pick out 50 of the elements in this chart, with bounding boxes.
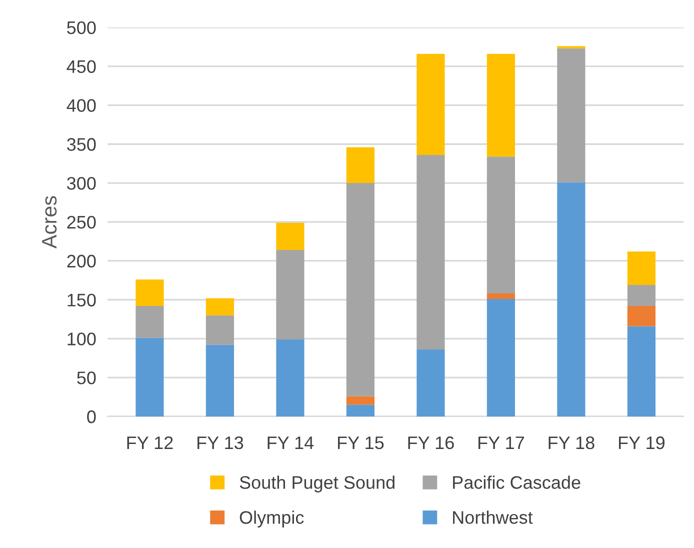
bar <box>206 298 234 316</box>
bar <box>346 404 375 416</box>
bar <box>346 147 375 184</box>
bar <box>557 48 586 182</box>
x-tick-label: FY 13 <box>198 436 244 450</box>
bar <box>486 298 515 416</box>
bar <box>627 284 656 306</box>
bar <box>136 338 164 416</box>
legend-label: Northwest <box>453 510 533 524</box>
y-tick-label: 350 <box>67 138 96 151</box>
legend-label: Olympic <box>240 510 304 528</box>
x-tick-label: FY 18 <box>548 436 594 450</box>
bar <box>416 350 445 416</box>
bar <box>627 252 656 285</box>
x-tick-label: FY 12 <box>127 436 173 450</box>
x-tick-label: FY 15 <box>338 436 384 450</box>
bar <box>276 222 304 250</box>
bar <box>627 326 656 416</box>
y-tick-label: 100 <box>68 332 96 346</box>
y-axis-title: Acres <box>42 196 57 249</box>
bar <box>206 344 234 416</box>
bar <box>346 183 375 396</box>
bar <box>136 306 164 338</box>
y-tick-label: 0 <box>87 410 96 424</box>
y-tick-label: 200 <box>67 254 96 268</box>
x-tick-label: FY 17 <box>478 436 524 450</box>
y-tick-label: 150 <box>68 294 96 306</box>
y-tick-label: 450 <box>66 60 96 74</box>
bar <box>276 250 304 340</box>
bar <box>276 339 304 416</box>
y-tick-label: 400 <box>66 99 96 112</box>
bar <box>416 54 445 156</box>
bar <box>557 182 586 416</box>
x-tick-label: FY 16 <box>408 436 454 450</box>
bar <box>627 306 656 326</box>
y-tick-label: 250 <box>67 216 96 229</box>
legend-label: Pacific Cascade <box>453 476 580 489</box>
y-tick-label: 50 <box>77 372 96 384</box>
y-tick-label: 500 <box>67 21 96 34</box>
bar <box>486 54 515 157</box>
x-tick-label: FY 19 <box>618 436 665 450</box>
bar <box>136 280 164 306</box>
bar <box>346 396 375 405</box>
bar <box>486 294 515 299</box>
bar <box>486 156 515 294</box>
bar <box>206 315 234 345</box>
y-tick-label: 300 <box>67 176 96 190</box>
x-tick-label: FY 14 <box>268 436 314 450</box>
bar <box>416 155 445 350</box>
legend-label: South Puget Sound <box>240 476 394 492</box>
